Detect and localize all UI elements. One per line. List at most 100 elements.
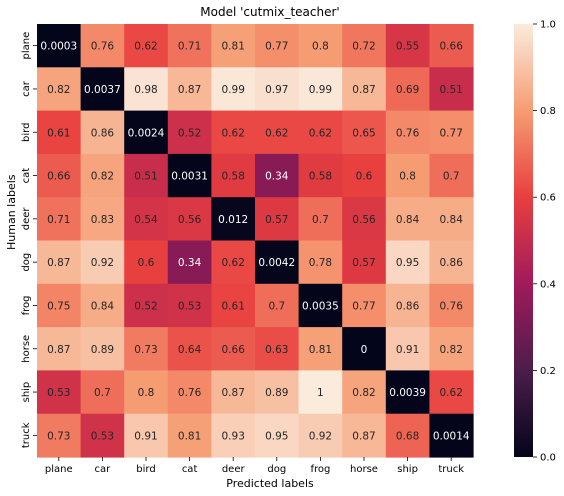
cell-horse-cat — [167, 327, 212, 371]
cell-dog-truck — [429, 240, 474, 285]
cell-label: 0.62 — [265, 127, 288, 139]
cell-dog-ship — [385, 240, 430, 285]
cell-label: 0.81 — [222, 41, 245, 53]
cell-bird-cat — [167, 110, 212, 155]
cell-dog-deer — [211, 240, 256, 285]
cell-label: 0.82 — [440, 344, 463, 356]
cell-label: 0.0003 — [40, 41, 77, 53]
x-tick-label: ship — [397, 464, 418, 475]
cell-frog-bird — [124, 283, 169, 328]
y-axis-label: Human labels — [5, 174, 18, 250]
cell-label: 0.6 — [356, 171, 373, 183]
cell-truck-cat — [167, 413, 212, 458]
cell-label: 0 — [361, 344, 368, 356]
y-tick-label: ship — [21, 382, 32, 403]
cell-dog-dog — [255, 240, 300, 285]
cell-car-car — [80, 67, 125, 112]
cell-truck-plane — [37, 413, 82, 458]
x-tick-label: truck — [438, 464, 464, 475]
cell-deer-car — [80, 197, 125, 242]
cell-frog-truck — [429, 283, 474, 328]
y-tick-label: deer — [21, 207, 32, 231]
cell-plane-horse — [342, 24, 387, 68]
y-tick-label: horse — [21, 335, 32, 363]
cell-car-deer — [211, 67, 256, 112]
cell-label: 0.56 — [178, 214, 202, 226]
cell-car-horse — [342, 67, 387, 112]
cell-cat-car — [80, 153, 125, 198]
cell-label: 0.73 — [47, 430, 70, 442]
cell-ship-horse — [342, 370, 387, 415]
cell-label: 0.0014 — [433, 430, 470, 442]
cell-label: 0.72 — [352, 41, 375, 53]
y-tick-label: dog — [21, 253, 32, 272]
cell-label: 0.52 — [178, 127, 201, 139]
colorbar-tick-label: 0.6 — [540, 193, 556, 204]
cell-label: 0.82 — [352, 387, 375, 399]
cell-label: 0.98 — [134, 84, 157, 96]
cell-label: 0.0037 — [84, 84, 121, 96]
cell-label: 0.7 — [443, 171, 460, 183]
cell-car-plane — [37, 67, 82, 112]
y-tick-label: car — [21, 80, 32, 97]
cell-ship-truck — [429, 370, 474, 415]
cell-bird-truck — [429, 110, 474, 155]
cell-label: 0.57 — [352, 257, 375, 269]
cell-car-truck — [429, 67, 474, 112]
cell-label: 0.63 — [265, 344, 288, 356]
cell-label: 0.76 — [91, 41, 115, 53]
cell-label: 0.51 — [134, 171, 157, 183]
cell-label: 0.87 — [47, 257, 70, 269]
cell-truck-ship — [385, 413, 430, 458]
cell-ship-ship — [385, 370, 430, 415]
cell-label: 0.7 — [268, 300, 285, 312]
cell-horse-truck — [429, 327, 474, 371]
cell-label: 0.62 — [440, 387, 463, 399]
cell-horse-deer — [211, 327, 256, 371]
x-tick-label: frog — [310, 464, 330, 475]
cell-cat-plane — [37, 153, 82, 198]
cell-label: 0.84 — [396, 214, 420, 226]
cell-bird-plane — [37, 110, 82, 155]
cell-cat-dog — [255, 153, 300, 198]
cell-frog-frog — [298, 283, 343, 328]
cell-car-bird — [124, 67, 169, 112]
cell-label: 1 — [317, 387, 324, 399]
colorbar-tick-label: 0.4 — [540, 279, 556, 290]
cell-deer-ship — [385, 197, 430, 242]
cell-plane-bird — [124, 24, 169, 68]
cell-plane-ship — [385, 24, 430, 68]
cell-frog-deer — [211, 283, 256, 328]
cell-label: 0.51 — [440, 84, 463, 96]
cell-label: 0.62 — [309, 127, 332, 139]
cell-label: 0.68 — [396, 430, 419, 442]
cell-car-dog — [255, 67, 300, 112]
cell-bird-horse — [342, 110, 387, 155]
colorbar — [514, 24, 533, 457]
cell-frog-car — [80, 283, 125, 328]
cell-horse-bird — [124, 327, 169, 371]
cell-truck-truck — [429, 413, 474, 458]
x-axis-label: Predicted labels — [226, 477, 314, 490]
cell-label: 0.92 — [309, 430, 332, 442]
cell-label: 0.86 — [91, 127, 115, 139]
cell-deer-deer — [211, 197, 256, 242]
cell-label: 0.0024 — [128, 127, 165, 139]
cell-deer-dog — [255, 197, 300, 242]
cell-frog-cat — [167, 283, 212, 328]
x-tick-label: cat — [182, 464, 198, 475]
cell-label: 0.0039 — [389, 387, 426, 399]
cell-label: 0.65 — [352, 127, 375, 139]
y-tick-label: plane — [21, 32, 32, 60]
cell-cat-frog — [298, 153, 343, 198]
cell-ship-plane — [37, 370, 82, 415]
colorbar-tick-label: 0.8 — [540, 106, 556, 117]
cell-label: 0.78 — [309, 257, 332, 269]
cell-truck-deer — [211, 413, 256, 458]
cell-frog-ship — [385, 283, 430, 328]
cell-label: 0.34 — [178, 257, 202, 269]
cell-deer-bird — [124, 197, 169, 242]
cell-plane-truck — [429, 24, 474, 68]
cell-label: 0.34 — [265, 171, 289, 183]
cell-horse-ship — [385, 327, 430, 371]
